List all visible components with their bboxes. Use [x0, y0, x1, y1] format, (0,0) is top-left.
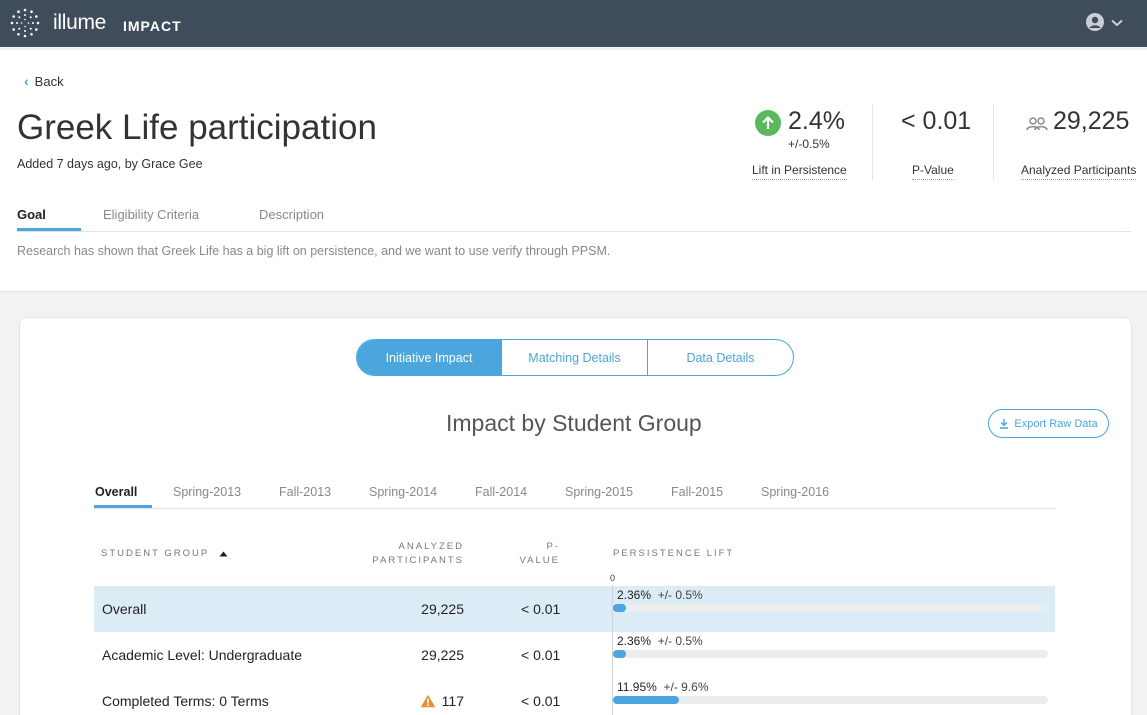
column-header-analyzed-participants[interactable]: ANALYZED PARTICIPANTS: [372, 540, 464, 568]
chevron-down-icon[interactable]: [1111, 19, 1123, 27]
row-lift-ci: +/- 9.6%: [663, 680, 709, 694]
brand-name[interactable]: illume: [53, 11, 107, 34]
initiative-tabs: Goal Eligibility Criteria Description: [17, 207, 1131, 232]
download-icon: [1000, 419, 1009, 429]
lift-stat: 2.4% +/-0.5% Lift in Persistence: [752, 105, 852, 180]
added-info: Added 7 days ago, by Grace Gee: [17, 157, 203, 171]
participants-value: 29,225: [1053, 107, 1130, 135]
table-row[interactable]: Overall 29,225 < 0.01 2.36% +/- 0.5%: [94, 586, 1055, 632]
lift-axis-zero: 0: [610, 573, 616, 583]
lift-bar-fill: [613, 604, 626, 612]
lift-bar-track: [613, 650, 1048, 658]
chevron-left-icon: ‹: [24, 73, 29, 89]
lift-bar-fill: [613, 650, 626, 658]
row-lift-value: 11.95%: [617, 680, 657, 694]
lift-value: 2.4%: [788, 107, 845, 135]
segment-initiative-impact[interactable]: Initiative Impact: [357, 340, 502, 375]
pvalue-label[interactable]: P-Value: [912, 163, 954, 180]
active-tab-indicator: [17, 228, 81, 231]
term-tab-overall[interactable]: Overall: [95, 485, 138, 499]
participants-stat: 29,225 Analyzed Participants: [1021, 105, 1141, 180]
top-bar: illume IMPACT: [0, 0, 1147, 47]
term-tab-spring-2015[interactable]: Spring-2015: [565, 485, 634, 499]
row-lift-value: 2.36%: [617, 634, 652, 648]
people-icon: [1026, 117, 1048, 131]
row-participants-value: 29,225: [421, 601, 464, 617]
tab-eligibility-criteria[interactable]: Eligibility Criteria: [103, 207, 200, 222]
export-label: Export Raw Data: [1014, 417, 1098, 430]
lift-label[interactable]: Lift in Persistence: [752, 163, 847, 180]
stat-divider: [993, 105, 994, 180]
term-tab-spring-2016[interactable]: Spring-2016: [761, 485, 830, 499]
section-title: Impact by Student Group: [446, 410, 702, 436]
row-lift-label: 11.95% +/- 9.6%: [617, 680, 709, 694]
user-account-icon[interactable]: [1086, 13, 1104, 31]
term-tab-spring-2014[interactable]: Spring-2014: [369, 485, 438, 499]
analyzed-header-line2: PARTICIPANTS: [372, 555, 464, 566]
row-lift-value: 2.36%: [617, 588, 652, 602]
row-student-group: Overall: [102, 601, 147, 617]
column-header-persistence-lift[interactable]: PERSISTENCE LIFT: [613, 548, 735, 559]
row-participants-value: 29,225: [421, 647, 464, 663]
row-participants: 29,225: [421, 601, 464, 617]
row-student-group: Academic Level: Undergraduate: [102, 647, 303, 663]
row-p-value: < 0.01: [521, 693, 561, 709]
participants-label[interactable]: Analyzed Participants: [1021, 163, 1137, 180]
column-header-p-value[interactable]: P- VALUE: [512, 540, 560, 568]
row-p-value: < 0.01: [521, 601, 561, 617]
warning-icon[interactable]: [420, 694, 436, 708]
lift-bar-track: [613, 696, 1048, 704]
row-participants: 117: [420, 693, 464, 709]
lift-bar-track: [613, 604, 1048, 612]
initiative-header: [0, 50, 1147, 292]
view-switcher: Initiative Impact Matching Details Data …: [356, 339, 794, 376]
term-tab-fall-2013[interactable]: Fall-2013: [279, 485, 332, 499]
column-header-student-group[interactable]: STUDENT GROUP: [101, 547, 228, 561]
export-raw-data-button[interactable]: Export Raw Data: [988, 409, 1109, 438]
row-lift-label: 2.36% +/- 0.5%: [617, 634, 703, 648]
term-tab-fall-2014[interactable]: Fall-2014: [475, 485, 528, 499]
sort-asc-icon[interactable]: [219, 551, 228, 557]
stat-divider: [872, 105, 873, 180]
pvalue-header-line2: VALUE: [519, 555, 560, 566]
row-participants-value: 117: [441, 693, 464, 709]
row-student-group: Completed Terms: 0 Terms: [102, 693, 269, 709]
goal-description: Research has shown that Greek Life has a…: [17, 244, 611, 258]
row-participants: 29,225: [421, 647, 464, 663]
arrow-up-circle-icon: [755, 110, 781, 136]
segment-data-details[interactable]: Data Details: [686, 350, 755, 365]
analyzed-header-line1: ANALYZED: [398, 541, 464, 552]
back-label: Back: [34, 73, 64, 89]
table-row[interactable]: Academic Level: Undergraduate 29,225 < 0…: [94, 632, 1055, 678]
pvalue-stat: < 0.01 P-Value: [899, 105, 979, 180]
tab-description[interactable]: Description: [259, 207, 325, 222]
active-term-indicator: [94, 505, 152, 508]
impact-card: [19, 317, 1132, 715]
row-p-value: < 0.01: [521, 647, 561, 663]
pvalue-header-line1: P-: [546, 541, 560, 552]
lift-ci: +/-0.5%: [788, 137, 830, 151]
term-tabs: Overall Spring-2013 Fall-2013 Spring-201…: [94, 484, 1056, 509]
student-group-header-label: STUDENT GROUP: [101, 548, 210, 559]
page-title: Greek Life participation: [17, 108, 377, 147]
lift-bar-fill: [613, 696, 679, 704]
tab-goal[interactable]: Goal: [17, 207, 46, 222]
term-tab-spring-2013[interactable]: Spring-2013: [173, 485, 242, 499]
lift-axis-zero-line: [612, 585, 613, 715]
table-row[interactable]: Completed Terms: 0 Terms 117 < 0.01 11.9…: [94, 678, 1055, 715]
term-tab-fall-2015[interactable]: Fall-2015: [671, 485, 724, 499]
product-name: IMPACT: [123, 18, 182, 34]
row-lift-ci: +/- 0.5%: [657, 588, 703, 602]
pvalue-value: < 0.01: [901, 107, 972, 135]
segment-matching-details[interactable]: Matching Details: [502, 340, 648, 375]
row-lift-label: 2.36% +/- 0.5%: [617, 588, 703, 602]
row-lift-ci: +/- 0.5%: [657, 634, 703, 648]
back-link[interactable]: ‹ Back: [24, 73, 64, 89]
illume-logo-icon[interactable]: [9, 7, 41, 39]
